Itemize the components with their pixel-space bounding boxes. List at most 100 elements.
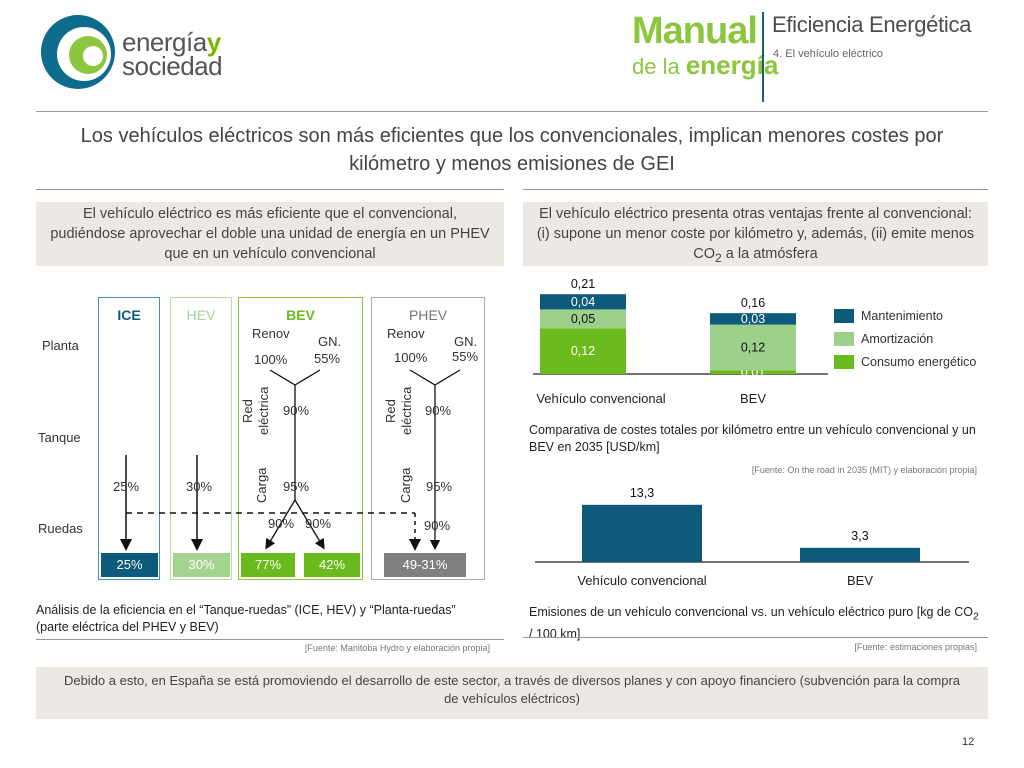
phev-gn-label: GN. bbox=[454, 334, 478, 349]
phev-gn-pct: 55% bbox=[452, 349, 479, 364]
hev-result: 30% bbox=[173, 553, 230, 577]
left-caption-separator bbox=[36, 639, 504, 640]
phev-renov-label: Renov bbox=[387, 326, 425, 341]
legend-label: Mantenimiento bbox=[861, 308, 943, 323]
cost-segment-label: 0,03 bbox=[741, 312, 765, 326]
manual-subtitle-a: de la bbox=[632, 54, 686, 79]
left-intro-box: El vehículo eléctrico es más eficiente q… bbox=[36, 202, 504, 266]
bev-split-b-pct: 90% bbox=[305, 516, 332, 531]
bev-result-a: 77% bbox=[241, 553, 295, 577]
logo-line1: energía bbox=[122, 27, 207, 57]
cost-segment-label: 0,12 bbox=[571, 344, 595, 358]
cost-segment-label: 0,12 bbox=[741, 340, 765, 354]
phev-red-label: Red bbox=[383, 399, 398, 423]
legend-swatch bbox=[834, 354, 854, 369]
right-separator bbox=[523, 189, 988, 190]
phev-column bbox=[371, 297, 485, 580]
bev-renov-label: Renov bbox=[252, 326, 290, 341]
bev-carga-label: Carga bbox=[254, 467, 269, 503]
ice-pct: 25% bbox=[113, 479, 140, 494]
emissions-caption-b: / 100 km] bbox=[529, 626, 581, 641]
emissions-caption-a: Emisiones de un vehículo convencional vs… bbox=[529, 605, 973, 619]
phev-renov-pct: 100% bbox=[394, 350, 428, 365]
cost-bar-segment bbox=[710, 313, 796, 325]
emissions-bar-chart: 13,3 Vehículo convencional 3,3 BEV bbox=[535, 486, 969, 588]
header-subtitle: 4. El vehículo eléctrico bbox=[773, 48, 884, 60]
bev-renov-pct: 100% bbox=[254, 352, 288, 367]
header-title: Eficiencia Energética bbox=[772, 12, 972, 37]
ice-result: 25% bbox=[101, 553, 158, 577]
emissions-caption-sub: 2 bbox=[973, 611, 979, 623]
bev-header: BEV bbox=[286, 307, 315, 323]
cost-bar-segment bbox=[710, 370, 796, 374]
bev-gn-label: GN. bbox=[318, 334, 342, 349]
header-separator bbox=[36, 111, 988, 112]
cost-source: [Fuente: On the road in 2035 (MIT) y ela… bbox=[751, 465, 977, 475]
cost-caption: Comparativa de costes totales por kilóme… bbox=[529, 423, 976, 454]
cost-bar-segment bbox=[710, 324, 796, 371]
legend-item: Mantenimiento bbox=[834, 304, 984, 327]
bev-result-b: 42% bbox=[304, 553, 360, 577]
hev-pct: 30% bbox=[186, 479, 213, 494]
cost-category-label: Vehículo convencional bbox=[536, 391, 665, 406]
cost-category-label: BEV bbox=[740, 391, 766, 406]
phev-header: PHEV bbox=[408, 307, 448, 323]
hev-column bbox=[170, 297, 232, 580]
bev-column bbox=[238, 297, 363, 580]
phev-red-pct: 90% bbox=[425, 403, 452, 418]
phev-carga-pct: 95% bbox=[426, 479, 453, 494]
logo-line2: sociedad bbox=[122, 51, 223, 81]
ice-column bbox=[98, 297, 160, 580]
cost-stacked-chart: 0,12 0,05 0,04 0,21 Vehículo convencional 0,0… bbox=[533, 277, 828, 406]
hev-header: HEV bbox=[186, 307, 216, 323]
emissions-bar bbox=[800, 547, 920, 562]
phev-result: 49-31% bbox=[384, 553, 466, 577]
left-source: [Fuente: Manitoba Hydro y elaboración pr… bbox=[304, 643, 490, 653]
legend-swatch bbox=[834, 308, 854, 323]
right-caption-separator bbox=[523, 637, 988, 638]
legend-label: Amortización bbox=[861, 331, 934, 346]
cost-segment-label: 0,04 bbox=[571, 295, 595, 309]
emissions-category-label: BEV bbox=[847, 573, 873, 588]
cost-bar-segment bbox=[540, 309, 626, 329]
legend-label: Consumo energético bbox=[861, 354, 977, 369]
bev-electrica-label: eléctrica bbox=[256, 386, 271, 435]
footer-box: Debido a esto, en España se está promovi… bbox=[36, 667, 988, 719]
legend-item: Consumo energético bbox=[834, 350, 984, 373]
bev-red-label: Red bbox=[240, 399, 255, 423]
energia-sociedad-logo-icon bbox=[41, 15, 115, 89]
manual-subtitle-b: energía bbox=[685, 50, 779, 80]
cost-total-label: 0,21 bbox=[571, 277, 595, 291]
page-number: 12 bbox=[962, 736, 975, 748]
cost-bar-segment bbox=[540, 294, 626, 310]
header-divider bbox=[762, 12, 764, 102]
phev-electrica-label: eléctrica bbox=[399, 386, 414, 435]
cost-legend: Mantenimiento Amortización Consumo energét… bbox=[834, 304, 984, 373]
emissions-value-label: 13,3 bbox=[630, 486, 654, 500]
cost-total-label: 0,16 bbox=[741, 296, 765, 310]
logo-text: energíay sociedad bbox=[122, 27, 223, 81]
right-intro-text-2: a la atmósfera bbox=[721, 246, 818, 262]
emissions-value-label: 3,3 bbox=[851, 529, 868, 543]
left-caption: Análisis de la eficiencia en el “Tanque-… bbox=[36, 603, 456, 634]
cost-segment-label: 0,05 bbox=[571, 312, 595, 326]
manual-title: Manual bbox=[632, 10, 758, 52]
phev-carga-label: Carga bbox=[398, 467, 413, 503]
bev-gn-pct: 55% bbox=[314, 351, 341, 366]
cost-bar-segment bbox=[540, 328, 626, 374]
logo-y: y bbox=[206, 27, 221, 57]
right-intro-text-1: El vehículo eléctrico presenta otras ven… bbox=[536, 206, 975, 262]
row-label-tanque: Tanque bbox=[38, 430, 81, 445]
left-separator bbox=[36, 189, 504, 190]
right-intro-box: El vehículo eléctrico presenta otras ven… bbox=[523, 202, 988, 266]
emissions-bar bbox=[582, 504, 702, 562]
phev-bottom-pct: 90% bbox=[424, 518, 451, 533]
bev-split-a-pct: 90% bbox=[268, 516, 295, 531]
legend-item: Amortización bbox=[834, 327, 984, 350]
right-intro-sub: 2 bbox=[715, 250, 722, 265]
bev-carga-pct: 95% bbox=[283, 479, 310, 494]
emissions-source: [Fuente: estimaciones propias] bbox=[854, 642, 977, 652]
legend-swatch bbox=[834, 331, 854, 346]
bev-red-pct: 90% bbox=[283, 403, 310, 418]
row-label-ruedas: Ruedas bbox=[38, 521, 83, 536]
